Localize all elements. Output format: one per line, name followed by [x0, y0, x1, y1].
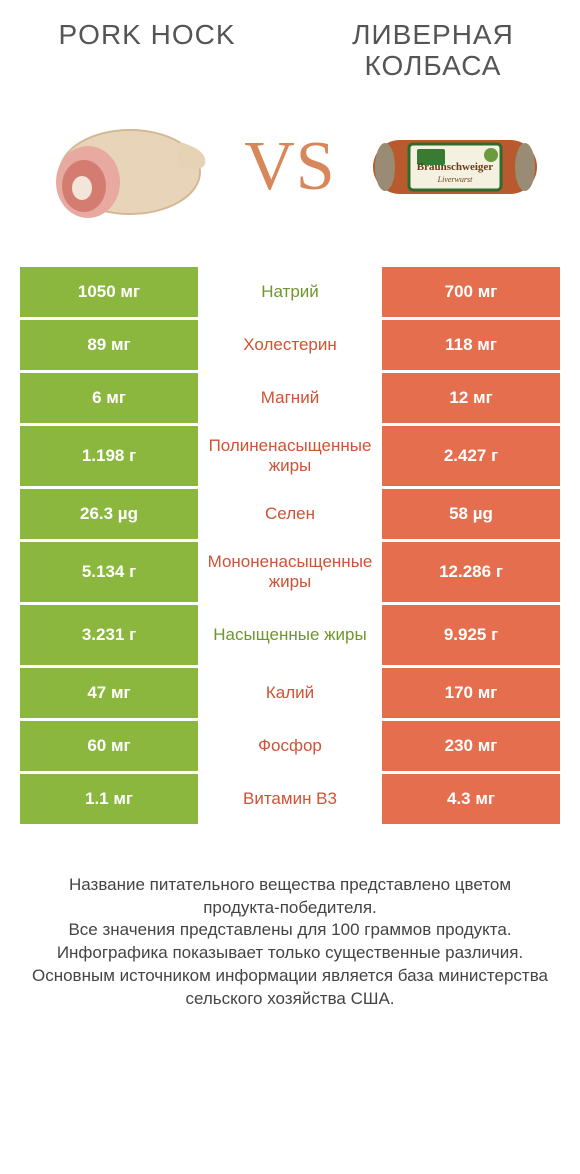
- value-left: 6 мг: [20, 373, 201, 423]
- value-left: 47 мг: [20, 668, 201, 718]
- value-right: 58 µg: [379, 489, 560, 539]
- sausage-image: Braunschweiger Liverwurst: [365, 97, 545, 237]
- value-left: 1050 мг: [20, 267, 201, 317]
- value-left: 3.231 г: [20, 605, 201, 665]
- table-row: 1.198 гПолиненасыщенные жиры2.427 г: [20, 426, 560, 486]
- image-row: VS Braunschweiger Liverwurst: [0, 92, 580, 267]
- table-row: 60 мгФосфор230 мг: [20, 721, 560, 771]
- table-row: 1050 мгНатрий700 мг: [20, 267, 560, 317]
- comparison-table: 1050 мгНатрий700 мг89 мгХолестерин118 мг…: [0, 267, 580, 834]
- value-right: 9.925 г: [379, 605, 560, 665]
- table-row: 89 мгХолестерин118 мг: [20, 320, 560, 370]
- nutrient-label: Фосфор: [201, 721, 379, 771]
- value-right: 12 мг: [379, 373, 560, 423]
- value-right: 2.427 г: [379, 426, 560, 486]
- footer-note: Название питательного вещества представл…: [0, 834, 580, 1042]
- header: PORK HOCK ЛИВЕРНАЯ КОЛБАСА: [0, 0, 580, 92]
- value-right: 230 мг: [379, 721, 560, 771]
- nutrient-label: Полиненасыщенные жиры: [201, 426, 379, 486]
- value-right: 12.286 г: [379, 542, 560, 602]
- svg-text:Braunschweiger: Braunschweiger: [417, 161, 494, 173]
- vs-label: VS: [244, 127, 335, 207]
- pork-hock-image: [35, 97, 215, 237]
- nutrient-label: Магний: [201, 373, 379, 423]
- value-right: 118 мг: [379, 320, 560, 370]
- table-row: 5.134 гМононенасыщенные жиры12.286 г: [20, 542, 560, 602]
- nutrient-label: Насыщенные жиры: [201, 605, 379, 665]
- value-left: 1.1 мг: [20, 774, 201, 824]
- table-row: 3.231 гНасыщенные жиры9.925 г: [20, 605, 560, 665]
- svg-text:Liverwurst: Liverwurst: [437, 175, 473, 184]
- table-row: 1.1 мгВитамин B34.3 мг: [20, 774, 560, 824]
- value-right: 700 мг: [379, 267, 560, 317]
- title-right: ЛИВЕРНАЯ КОЛБАСА: [316, 20, 550, 82]
- value-left: 89 мг: [20, 320, 201, 370]
- nutrient-label: Селен: [201, 489, 379, 539]
- value-left: 26.3 µg: [20, 489, 201, 539]
- value-right: 170 мг: [379, 668, 560, 718]
- table-row: 47 мгКалий170 мг: [20, 668, 560, 718]
- nutrient-label: Холестерин: [201, 320, 379, 370]
- nutrient-label: Калий: [201, 668, 379, 718]
- table-row: 26.3 µgСелен58 µg: [20, 489, 560, 539]
- nutrient-label: Мононенасыщенные жиры: [201, 542, 379, 602]
- nutrient-label: Витамин B3: [201, 774, 379, 824]
- value-left: 5.134 г: [20, 542, 201, 602]
- value-left: 1.198 г: [20, 426, 201, 486]
- nutrient-label: Натрий: [201, 267, 379, 317]
- value-left: 60 мг: [20, 721, 201, 771]
- title-left: PORK HOCK: [30, 20, 264, 51]
- table-row: 6 мгМагний12 мг: [20, 373, 560, 423]
- value-right: 4.3 мг: [379, 774, 560, 824]
